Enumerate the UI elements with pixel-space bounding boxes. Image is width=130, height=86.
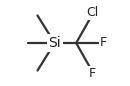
Text: F: F [100, 36, 107, 50]
Text: F: F [89, 67, 96, 80]
Text: Cl: Cl [86, 6, 99, 19]
Text: Si: Si [48, 36, 61, 50]
